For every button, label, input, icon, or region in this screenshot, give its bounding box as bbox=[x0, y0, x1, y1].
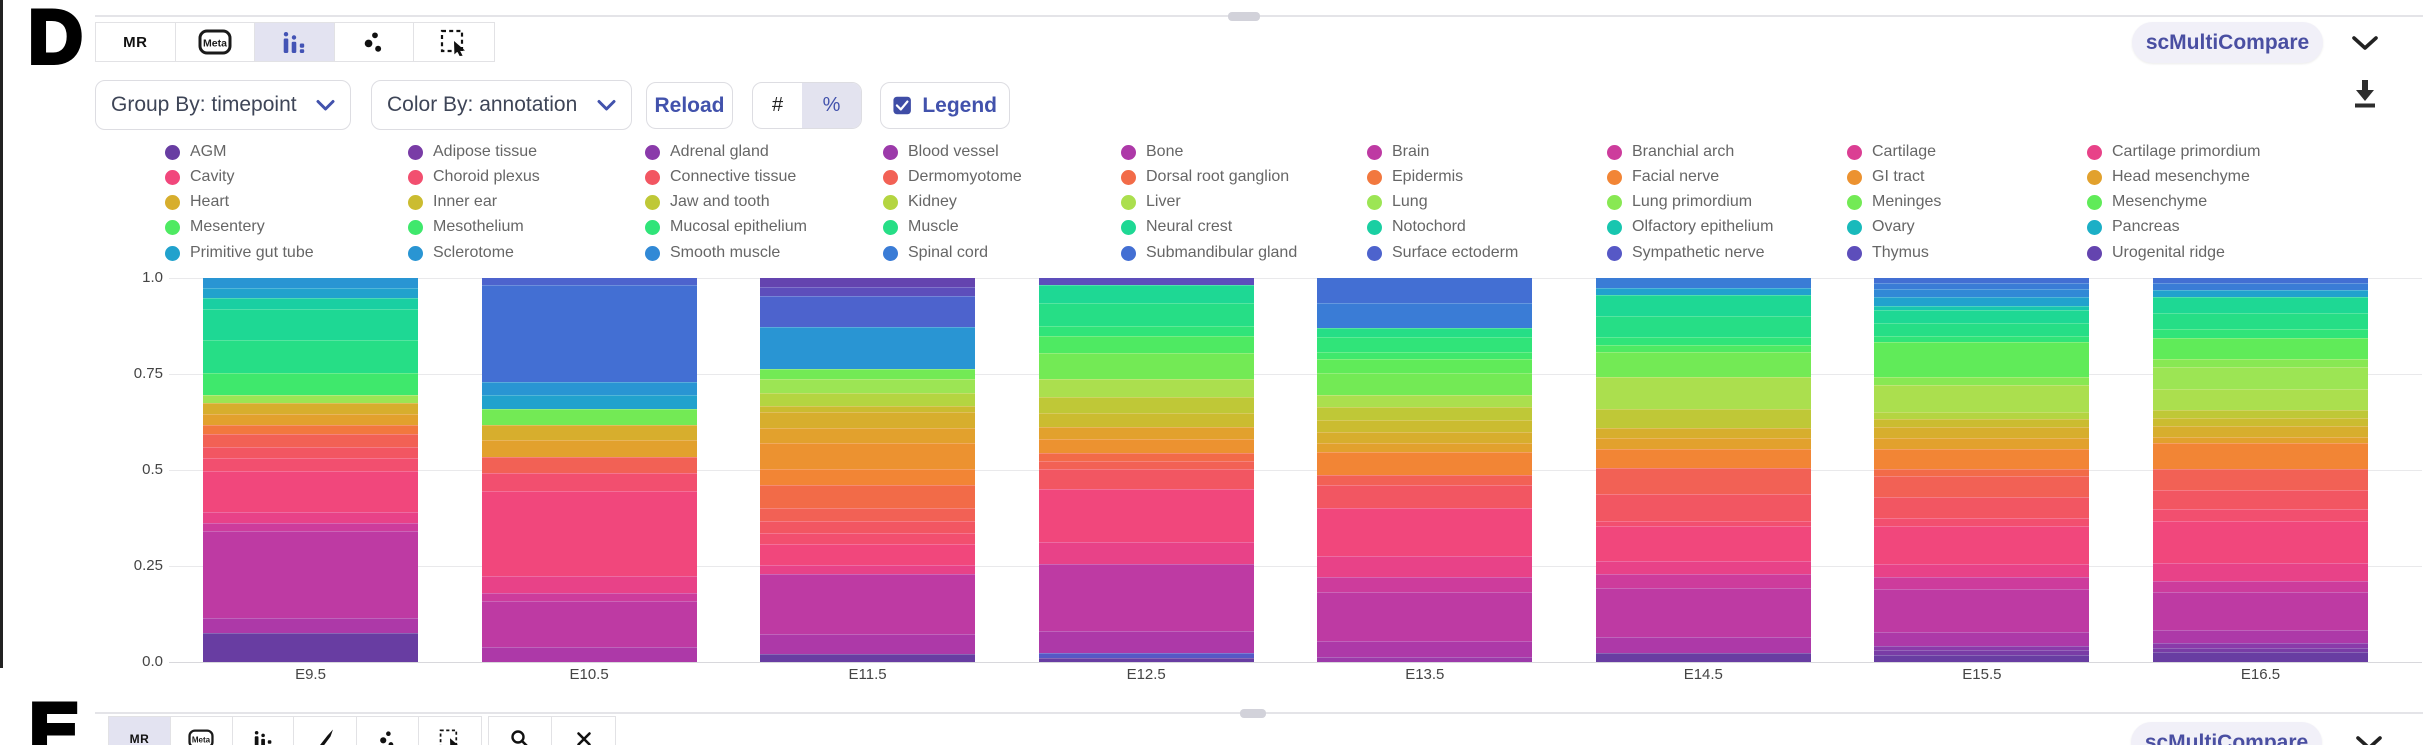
svg-text:Meta: Meta bbox=[192, 735, 211, 744]
svg-text:Meta: Meta bbox=[203, 38, 227, 50]
